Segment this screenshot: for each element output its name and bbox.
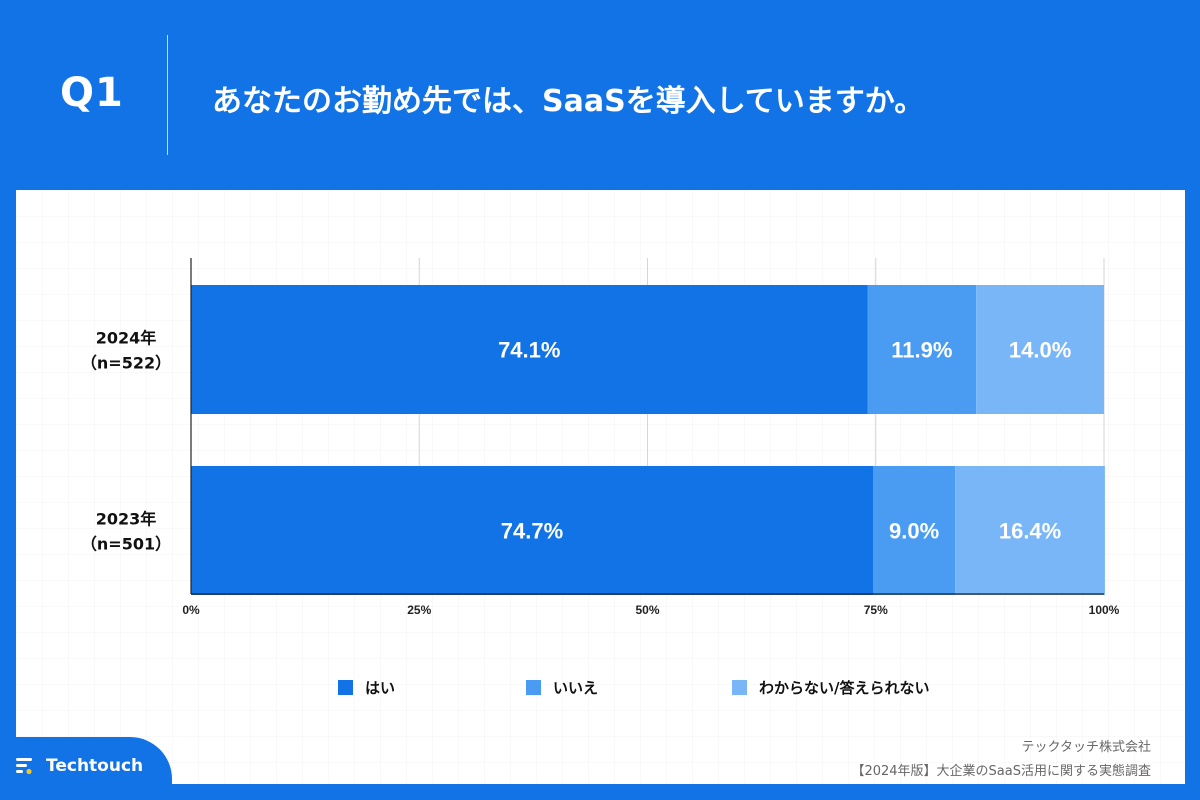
header-bar: Q1 あなたのお勤め先では、SaaSを導入していますか。 xyxy=(0,0,1200,190)
chart-panel: 74.1% 11.9% 14.0% 2024年 （n=522） 74.7% 9.0% 16.4… xyxy=(16,190,1185,784)
legend-swatch-unknown xyxy=(732,680,747,695)
question-title: あなたのお勤め先では、SaaSを導入していますか。 xyxy=(212,84,925,119)
question-number: Q1 xyxy=(60,70,124,116)
techtouch-logo: Techtouch xyxy=(16,756,143,776)
x-tick-label: 75% xyxy=(864,603,888,617)
legend-item-no: いいえ xyxy=(526,677,598,698)
x-tick-label: 25% xyxy=(407,603,431,617)
x-tick-label: 100% xyxy=(1089,603,1120,617)
x-tick-label: 50% xyxy=(635,603,659,617)
data-label: 9.0% xyxy=(889,519,939,544)
bar-segment xyxy=(867,285,977,414)
legend-label-unknown: わからない/答えられない xyxy=(759,679,930,697)
legend-item-unknown: わからない/答えられない xyxy=(732,677,929,698)
credit-report: 【2024年版】大企業のSaaS活用に関する実態調査 xyxy=(851,764,1151,779)
header-divider xyxy=(167,35,168,155)
category-label: 2024年 xyxy=(96,329,157,348)
data-label: 14.0% xyxy=(1009,338,1071,363)
bar-segment xyxy=(191,466,874,595)
legend-label-yes: はい xyxy=(365,679,396,697)
bar-segment xyxy=(955,466,1105,595)
legend-label-no: いいえ xyxy=(553,679,599,697)
logo-tab xyxy=(0,737,172,800)
legend-item-yes: はい xyxy=(338,677,395,698)
x-tick-label: 0% xyxy=(182,603,200,617)
legend-swatch-no xyxy=(526,680,541,695)
techtouch-logo-icon xyxy=(16,758,32,775)
bar-segment xyxy=(976,285,1104,414)
data-label: 74.7% xyxy=(501,519,563,544)
data-label: 11.9% xyxy=(891,338,952,363)
category-label: （n=522） xyxy=(81,354,171,373)
data-label: 16.4% xyxy=(999,519,1061,544)
logo-text: Techtouch xyxy=(46,756,144,776)
stacked-bar-chart: 74.1% 11.9% 14.0% 2024年 （n=522） 74.7% 9.0% 16.4… xyxy=(81,258,1120,617)
data-label: 74.1% xyxy=(498,338,560,363)
bar-segment xyxy=(873,466,956,595)
category-label: 2023年 xyxy=(96,510,157,529)
credit-company: テックタッチ株式会社 xyxy=(1021,740,1151,755)
bar-segment xyxy=(191,285,868,414)
category-label: （n=501） xyxy=(81,535,171,554)
legend-swatch-yes xyxy=(338,680,353,695)
